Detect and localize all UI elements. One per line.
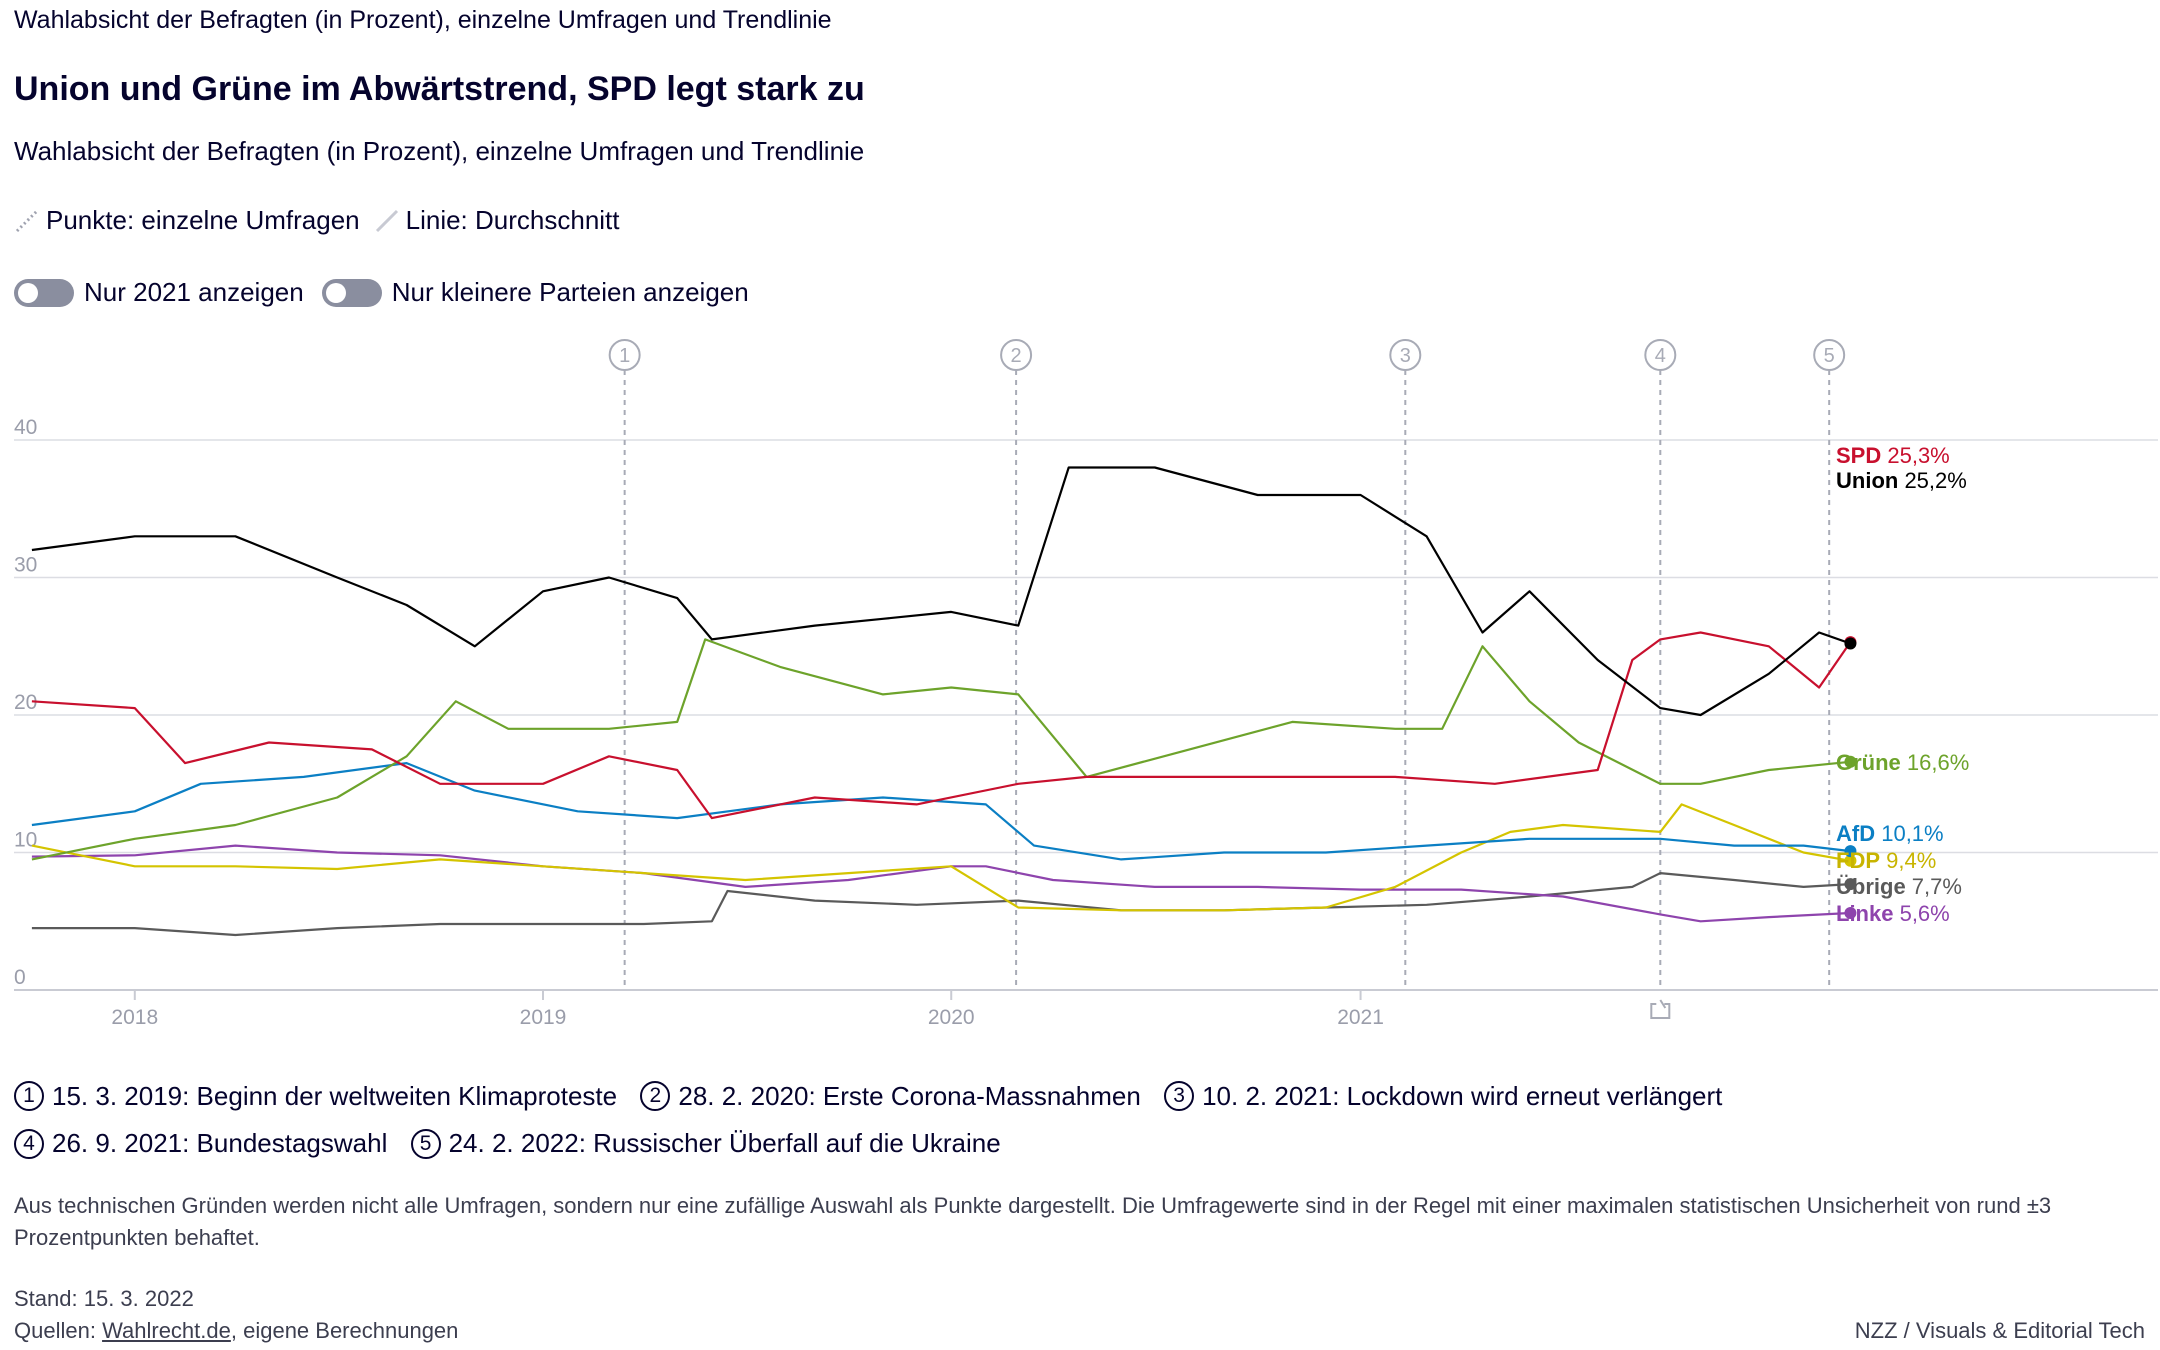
series-name: Union [1836,468,1898,493]
methodology-note: Aus technischen Gründen werden nicht all… [14,1193,2052,1250]
toggle-small-parties-label[interactable]: Nur kleinere Parteien anzeigen [391,277,749,307]
series-end-label: Grüne 16,6% [1836,750,1969,775]
event-text: 10. 2. 2021: Lockdown wird erneut verlän… [1202,1080,1723,1111]
y-tick-label: 30 [14,554,37,577]
series-line [31,871,1851,937]
event-marker [1000,339,1033,371]
solid-line-icon [375,209,398,232]
legend: Punkte: einzelne Umfragen Linie: Durchsc… [14,205,634,236]
event-marker-label: 1 [619,345,630,367]
line-chart: 0 10 20 30 40 2018 2019 2020 2021 1 2 3 4 5 Übrige 7,7… [14,339,2158,1029]
series-end-dot [1844,845,1857,858]
ballot-box-icon [1650,1003,1671,1019]
series-name: AfD [1836,821,1875,846]
series-name: Grüne [1836,750,1901,775]
event-marker-label: 3 [1400,345,1411,367]
series-end-dot [1844,854,1857,867]
event-marker [608,339,641,371]
event-number-badge: 3 [1164,1081,1195,1111]
event-item: 4 26. 9. 2021: Bundestagswahl [14,1128,387,1159]
series-end-label: FDP 9,4% [1836,848,1936,873]
toggle-switch-icon[interactable] [14,278,74,307]
series-end-dot [1844,907,1857,919]
dotted-line-icon [15,209,39,232]
event-number-badge: 2 [640,1081,671,1111]
kicker: Wahlabsicht der Befragten (in Prozent), … [14,6,832,34]
event-text: 15. 3. 2019: Beginn der weltweiten Klima… [52,1080,618,1111]
event-marker-label: 2 [1011,345,1022,367]
series-end-dot [1844,637,1857,650]
event-number-badge: 1 [14,1081,44,1111]
stand-date: Stand: 15. 3. 2022 [14,1286,194,1311]
event-list: 1 15. 3. 2019: Beginn der weltweiten Kli… [14,1078,2144,1173]
series-name: FDP [1836,848,1880,873]
toggle-bar: Nur 2021 anzeigen Nur kleinere Parteien … [14,277,767,308]
series-end-label: AfD 10,1% [1836,821,1944,846]
legend-line: Linie: Durchschnitt [374,205,620,236]
series-name: Linke [1836,901,1893,926]
x-tick-label: 2019 [520,1006,567,1029]
series-value: 25,2% [1898,468,1967,493]
chart-subtitle: Wahlabsicht der Befragten (in Prozent), … [14,136,865,166]
series-end-label: Union 25,2% [1836,468,1967,493]
toggle-only-2021[interactable]: Nur 2021 anzeigen [14,277,304,308]
event-number-badge: 4 [14,1128,44,1159]
toggle-only-2021-label[interactable]: Nur 2021 anzeigen [84,277,304,307]
event-item: 2 28. 2. 2020: Erste Corona-Massnahmen [640,1080,1141,1112]
series-line [31,762,1851,861]
event-marker [1644,339,1677,371]
event-item: 5 24. 2. 2022: Russischer Überfall auf d… [410,1128,1001,1159]
sources: Quellen: Wahlrecht.de, eigene Berechnung… [14,1318,458,1344]
event-number-badge: 5 [410,1128,441,1159]
series-line [31,638,1851,861]
event-item: 1 15. 3. 2019: Beginn der weltweiten Kli… [14,1081,617,1112]
legend-points: Punkte: einzelne Umfragen [14,205,360,236]
series-end-label: Übrige 7,7% [1836,874,1962,899]
toggle-small-parties[interactable]: Nur kleinere Parteien anzeigen [321,277,749,308]
series-line [31,631,1852,820]
y-tick-label: 40 [14,416,37,439]
legend-line-label: Linie: Durchschnitt [405,205,620,235]
sources-suffix: , eigene Berechnungen [230,1318,459,1343]
series-end-dot [1844,878,1857,891]
x-tick-label: 2018 [111,1006,158,1029]
x-tick-label: 2021 [1337,1006,1384,1029]
event-marker-label: 5 [1824,345,1835,367]
event-text: 26. 9. 2021: Bundestagswahl [52,1128,388,1158]
event-item: 3 10. 2. 2021: Lockdown wird erneut verl… [1164,1081,1722,1112]
sources-link[interactable]: Wahlrecht.de [102,1318,231,1343]
x-tick-label: 2020 [928,1006,975,1029]
series-end-dot [1844,755,1857,768]
event-marker-label: 4 [1655,345,1666,367]
event-marker [1389,339,1422,371]
toggle-switch-icon[interactable] [321,278,382,307]
credit: NZZ / Visuals & Editorial Tech [1854,1318,2145,1343]
y-tick-label: 10 [14,829,37,852]
series-end-label: SPD 25,3% [1836,443,1950,468]
series-value: 7,7% [1906,874,1962,899]
event-marker [1813,339,1846,371]
series-value: 16,6% [1901,750,1970,775]
series-line [31,803,1851,912]
series-end-label: Linke 5,6% [1836,901,1950,926]
series-line [31,466,1851,717]
legend-points-label: Punkte: einzelne Umfragen [46,205,360,235]
y-tick-label: 0 [14,966,26,989]
ballot-paper [1659,999,1667,1009]
event-text: 24. 2. 2022: Russischer Überfall auf die… [448,1128,1001,1158]
series-value: 5,6% [1893,901,1949,926]
sources-prefix: Quellen: [14,1318,103,1343]
chart-title: Union und Grüne im Abwärtstrend, SPD leg… [14,70,865,108]
series-value: 9,4% [1880,848,1936,873]
series-name: SPD [1836,443,1881,468]
series-value: 10,1% [1875,821,1944,846]
y-tick-label: 20 [14,691,37,714]
series-line [31,844,1851,923]
series-name: Übrige [1836,874,1906,899]
series-value: 25,3% [1881,443,1950,468]
event-text: 28. 2. 2020: Erste Corona-Massnahmen [678,1080,1141,1111]
